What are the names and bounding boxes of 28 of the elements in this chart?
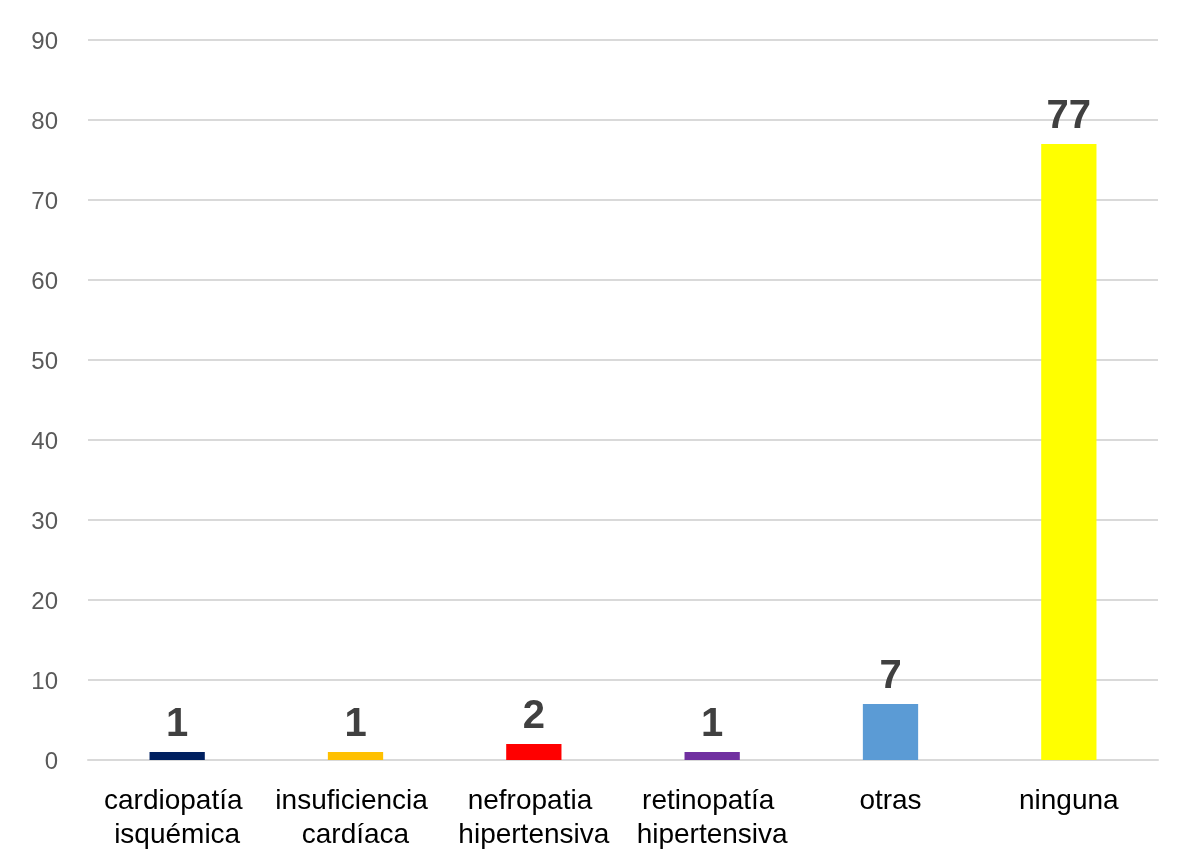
data-label: 1 (166, 700, 189, 744)
x-tick-label: insuficiencia cardíaca (275, 783, 436, 849)
bar (862, 704, 919, 760)
bar (506, 744, 562, 760)
x-tick-label: cardiopatía isquémica (104, 783, 251, 849)
x-tick-label: ninguna (1019, 783, 1120, 815)
x-tick-label: nefropatia hipertensiva (458, 783, 610, 849)
data-label: 1 (344, 700, 367, 744)
data-label: 7 (879, 652, 902, 696)
y-tick-label: 20 (31, 586, 58, 614)
bar (1041, 144, 1097, 760)
x-tick-label: otras (859, 783, 922, 815)
y-tick-label: 40 (31, 426, 58, 454)
x-tick-label: retinopatía hipertensiva (636, 783, 789, 849)
y-tick-label: 70 (31, 186, 58, 214)
y-tick-label: 0 (44, 746, 58, 774)
data-label: 77 (1046, 92, 1092, 136)
bar (684, 752, 740, 760)
y-tick-label: 80 (31, 106, 58, 134)
data-label: 2 (522, 692, 545, 736)
y-tick-label: 10 (31, 666, 58, 694)
y-tick-label: 60 (31, 266, 58, 294)
data-label: 1 (701, 700, 724, 744)
y-tick-label: 50 (31, 346, 58, 374)
bar (327, 752, 384, 760)
bar (149, 752, 205, 760)
y-tick-label: 30 (31, 506, 58, 534)
y-tick-label: 90 (31, 26, 58, 54)
